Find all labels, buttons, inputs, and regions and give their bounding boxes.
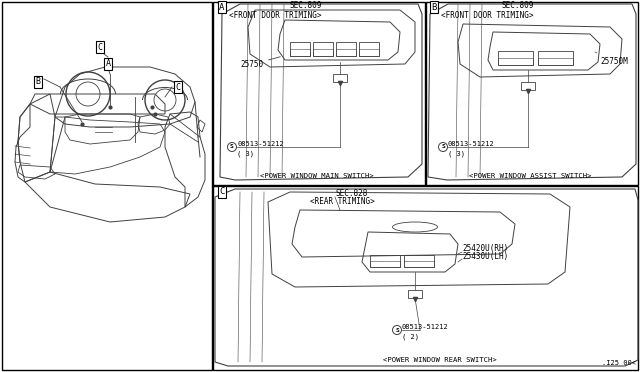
Text: <POWER WINDOW ASSIST SWITCH>: <POWER WINDOW ASSIST SWITCH> (468, 173, 591, 179)
Text: <FRONT DOOR TRIMING>: <FRONT DOOR TRIMING> (229, 10, 321, 19)
Text: SEC.809: SEC.809 (502, 1, 534, 10)
Text: B: B (431, 3, 436, 12)
Bar (404, 255, 434, 267)
Text: B: B (35, 77, 40, 87)
Bar (290, 42, 310, 56)
Bar (2, 2, 212, 370)
Text: <REAR TRIMING>: <REAR TRIMING> (310, 198, 375, 206)
Bar (313, 42, 333, 56)
Text: 08513-51212: 08513-51212 (448, 141, 495, 147)
Text: C: C (220, 187, 225, 196)
Text: <POWER WINDOW MAIN SWITCH>: <POWER WINDOW MAIN SWITCH> (260, 173, 374, 179)
Bar (336, 49, 356, 56)
Bar (213, 186, 638, 370)
Bar (370, 261, 400, 267)
Bar (538, 51, 573, 65)
Text: <FRONT DOOR TRIMING>: <FRONT DOOR TRIMING> (441, 10, 534, 19)
Text: A: A (106, 60, 111, 68)
Text: C: C (175, 83, 180, 92)
Text: A: A (220, 3, 225, 12)
Text: 25750M: 25750M (595, 52, 628, 66)
Bar (538, 58, 573, 65)
Bar (213, 2, 425, 185)
Text: S: S (395, 327, 399, 333)
Text: S: S (441, 144, 445, 150)
Bar (521, 82, 535, 90)
Bar (426, 2, 638, 185)
Text: ( 3): ( 3) (237, 151, 254, 157)
Text: SEC.809: SEC.809 (290, 1, 323, 10)
Text: ( 2): ( 2) (402, 334, 419, 340)
Text: 25750: 25750 (240, 57, 280, 69)
Text: SEC.828: SEC.828 (335, 189, 367, 199)
Bar (408, 290, 422, 298)
Bar (498, 58, 533, 65)
Bar (498, 51, 533, 65)
Text: C: C (97, 42, 102, 51)
Text: ( 3): ( 3) (448, 151, 465, 157)
Bar (336, 42, 356, 56)
Text: .I25 00<: .I25 00< (602, 360, 636, 366)
Bar (333, 74, 347, 82)
Bar (359, 49, 379, 56)
Text: <POWER WINDOW REAR SWITCH>: <POWER WINDOW REAR SWITCH> (383, 357, 497, 363)
Text: S: S (230, 144, 234, 150)
Text: 25420U(RH): 25420U(RH) (462, 244, 508, 253)
Bar (404, 261, 434, 267)
Text: 25430U(LH): 25430U(LH) (462, 253, 508, 262)
Bar (290, 49, 310, 56)
Bar (359, 42, 379, 56)
Bar (313, 49, 333, 56)
Text: 08513-51212: 08513-51212 (237, 141, 284, 147)
Bar (370, 255, 400, 267)
Text: 08513-51212: 08513-51212 (402, 324, 449, 330)
